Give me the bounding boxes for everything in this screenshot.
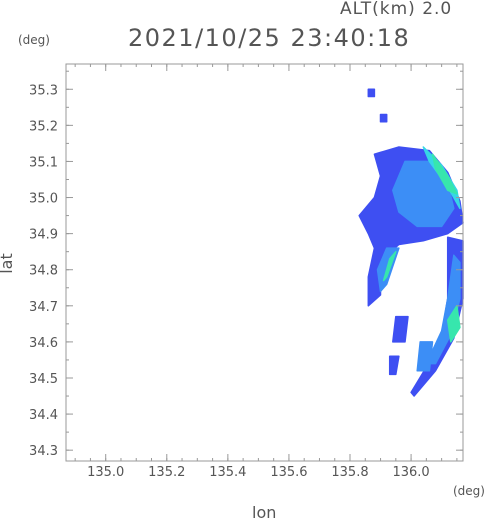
y-tick-label: 34.7 xyxy=(29,300,58,315)
y-tick-label: 35.2 xyxy=(29,119,58,134)
echo-speck-north xyxy=(367,88,376,98)
y-tick-label: 34.6 xyxy=(29,336,58,351)
y-tick-label: 34.3 xyxy=(29,444,58,459)
x-tick-label: 135.0 xyxy=(87,465,124,480)
y-tick-label: 35.3 xyxy=(29,83,58,98)
echo-blob-arc-inner xyxy=(416,341,434,372)
echo-arc-south-strong xyxy=(446,305,461,343)
timestamp-title: 2021/10/25 23:40:18 xyxy=(128,24,411,52)
y-tick-label: 34.8 xyxy=(29,264,58,279)
echo-layer xyxy=(358,88,464,397)
echo-edge-strongest xyxy=(431,153,458,195)
x-axis-label: lon xyxy=(252,503,277,522)
x-tick-label: 136.0 xyxy=(392,465,429,480)
y-tick-label: 35.0 xyxy=(29,192,58,207)
x-tick-label: 135.4 xyxy=(209,465,246,480)
echo-arc-south-core xyxy=(425,254,461,365)
x-tick-label: 135.6 xyxy=(270,465,307,480)
y-axis-unit: (deg) xyxy=(18,33,50,47)
echo-finger-core xyxy=(382,250,397,282)
x-axis-unit: (deg) xyxy=(453,484,485,498)
x-tick-label: 135.8 xyxy=(331,465,368,480)
echo-blob-west-1 xyxy=(392,315,409,343)
echo-speck-north-2 xyxy=(379,113,388,123)
echo-blob-west-2 xyxy=(388,355,400,376)
altitude-label: ALT(km) 2.0 xyxy=(340,0,453,19)
y-tick-label: 34.9 xyxy=(29,228,58,243)
plot-frame xyxy=(65,63,464,462)
y-tick-label: 34.5 xyxy=(29,372,58,387)
y-tick-label: 35.1 xyxy=(29,155,58,170)
x-tick-label: 135.2 xyxy=(148,465,185,480)
tick-layer: 135.0 135.2 135.4 135.6 135.8 136.0 34.3 34.4 34… xyxy=(29,64,463,480)
y-tick-label: 34.4 xyxy=(29,408,58,423)
